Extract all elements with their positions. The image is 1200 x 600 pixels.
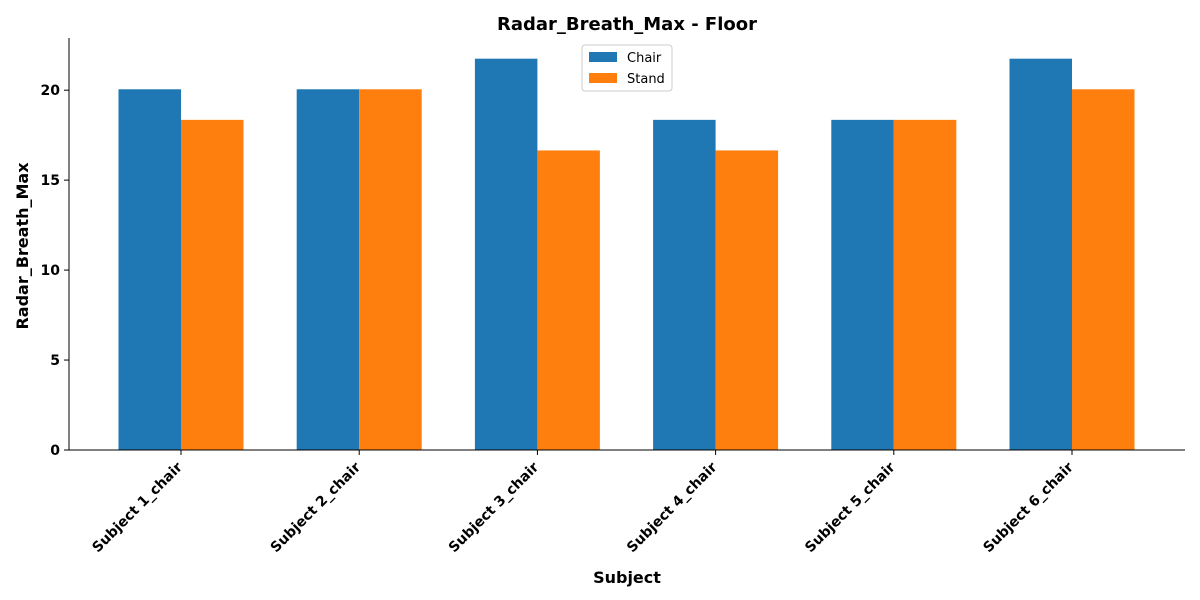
y-tick-label: 0 xyxy=(50,443,60,459)
y-tick-label: 20 xyxy=(41,83,61,99)
y-tick-label: 5 xyxy=(50,353,60,369)
y-axis-label: Radar_Breath_Max xyxy=(13,162,32,330)
bar-stand-4 xyxy=(716,150,779,450)
x-tick-label: Subject 6_chair xyxy=(980,459,1077,556)
bar-chair-1 xyxy=(119,89,182,450)
bar-chair-6 xyxy=(1010,59,1073,450)
bar-chair-2 xyxy=(297,89,360,450)
legend: Chair Stand xyxy=(582,45,672,91)
x-axis-label: Subject xyxy=(593,568,661,587)
x-tick-label: Subject 5_chair xyxy=(802,459,899,556)
x-tick-label: Subject 4_chair xyxy=(624,459,721,556)
bars-group xyxy=(119,59,1135,450)
bar-stand-2 xyxy=(359,89,422,450)
bar-chair-3 xyxy=(475,59,538,450)
bar-chair-5 xyxy=(831,120,894,450)
legend-label-chair: Chair xyxy=(627,51,662,66)
bar-stand-6 xyxy=(1072,89,1135,450)
x-tick-label: Subject 2_chair xyxy=(268,459,365,556)
chart-title: Radar_Breath_Max - Floor xyxy=(497,14,757,35)
x-tick-label: Subject 3_chair xyxy=(446,459,543,556)
y-tick-label: 15 xyxy=(41,173,60,189)
bar-chair-4 xyxy=(653,120,716,450)
y-ticks-group: 0 5 10 15 20 xyxy=(41,83,69,459)
legend-swatch-chair xyxy=(589,52,617,62)
bar-stand-3 xyxy=(537,150,600,450)
x-ticks-group: Subject 1_chair Subject 2_chair Subject 3_… xyxy=(89,450,1077,556)
y-tick-label: 10 xyxy=(41,263,61,279)
legend-swatch-stand xyxy=(589,73,617,83)
x-tick-label: Subject 1_chair xyxy=(89,459,186,556)
bar-stand-5 xyxy=(894,120,957,450)
bar-stand-1 xyxy=(181,120,244,450)
legend-label-stand: Stand xyxy=(627,72,665,87)
